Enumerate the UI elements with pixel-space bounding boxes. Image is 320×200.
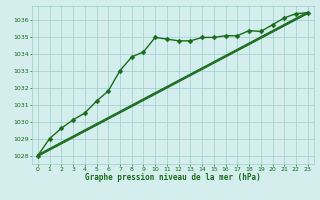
X-axis label: Graphe pression niveau de la mer (hPa): Graphe pression niveau de la mer (hPa)	[85, 173, 261, 182]
